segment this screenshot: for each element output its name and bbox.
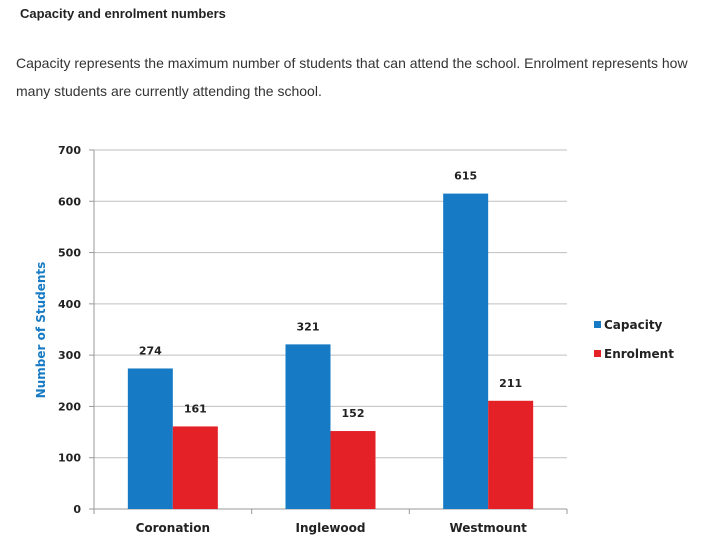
legend-label-enrolment: Enrolment	[604, 347, 674, 361]
data-label: 274	[139, 344, 162, 357]
bar-enrolment	[488, 400, 534, 509]
bar-enrolment	[172, 426, 218, 509]
x-tick-label: Westmount	[449, 521, 527, 535]
legend-swatch-capacity	[594, 321, 601, 328]
data-label: 211	[499, 377, 522, 390]
legend-label-capacity: Capacity	[604, 318, 663, 332]
section-heading: Capacity and enrolment numbers	[20, 6, 226, 21]
y-tick-label: 700	[58, 144, 81, 157]
y-tick-label: 500	[58, 247, 81, 260]
y-tick-label: 200	[58, 400, 81, 413]
x-tick-label: Coronation	[136, 521, 211, 535]
data-label: 321	[297, 320, 320, 333]
bar-capacity	[127, 368, 173, 509]
y-tick-label: 100	[58, 452, 81, 465]
bar-enrolment	[330, 431, 376, 509]
y-tick-label: 300	[58, 349, 81, 362]
bar-capacity	[285, 344, 331, 509]
y-tick-label: 400	[58, 298, 81, 311]
x-tick-label: Inglewood	[295, 521, 365, 535]
data-label: 161	[184, 402, 207, 415]
data-label: 615	[454, 170, 477, 183]
bar-capacity	[443, 193, 489, 510]
y-axis-label: Number of Students	[34, 262, 48, 399]
data-label: 152	[342, 407, 365, 420]
y-tick-label: 0	[73, 503, 81, 516]
y-tick-label: 600	[58, 195, 81, 208]
section-description: Capacity represents the maximum number o…	[16, 55, 688, 99]
legend-swatch-enrolment	[594, 350, 601, 357]
